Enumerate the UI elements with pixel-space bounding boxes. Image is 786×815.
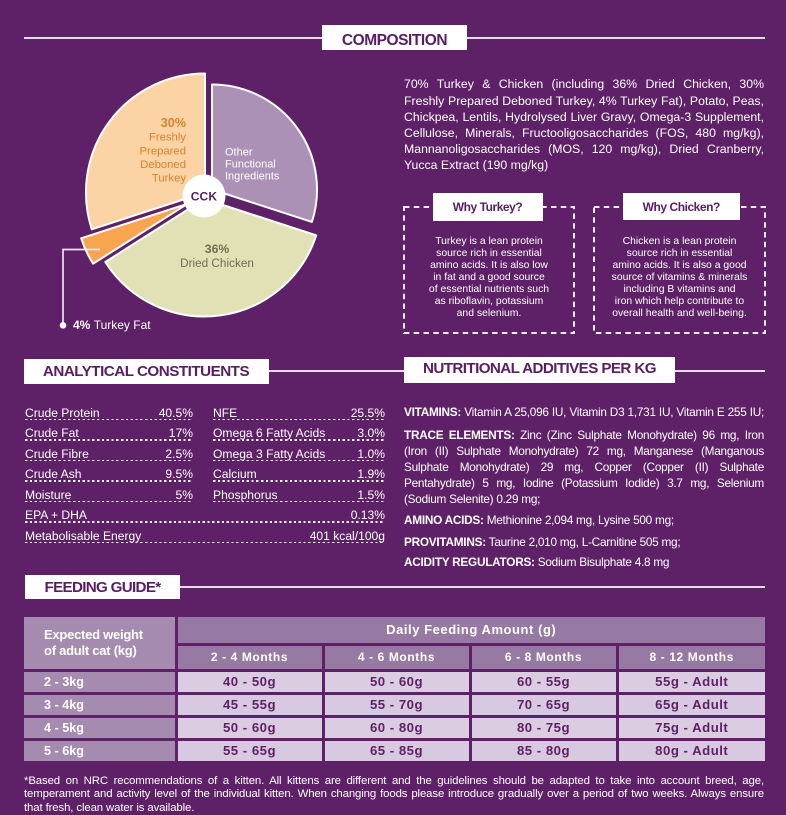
svg-text:Other: Other bbox=[225, 147, 253, 159]
svg-text:CCK: CCK bbox=[191, 190, 218, 204]
svg-text:4% Turkey Fat: 4% Turkey Fat bbox=[73, 318, 151, 332]
svg-text:Dried Chicken: Dried Chicken bbox=[180, 257, 254, 270]
svg-text:Deboned: Deboned bbox=[140, 159, 186, 171]
svg-text:36%: 36% bbox=[205, 242, 230, 256]
svg-text:30%: 30% bbox=[161, 116, 186, 130]
svg-text:Turkey: Turkey bbox=[152, 172, 186, 184]
svg-text:Functional: Functional bbox=[225, 159, 276, 171]
svg-text:Prepared: Prepared bbox=[140, 146, 186, 158]
svg-text:Freshly: Freshly bbox=[149, 132, 186, 144]
svg-text:Ingredients: Ingredients bbox=[225, 170, 280, 182]
